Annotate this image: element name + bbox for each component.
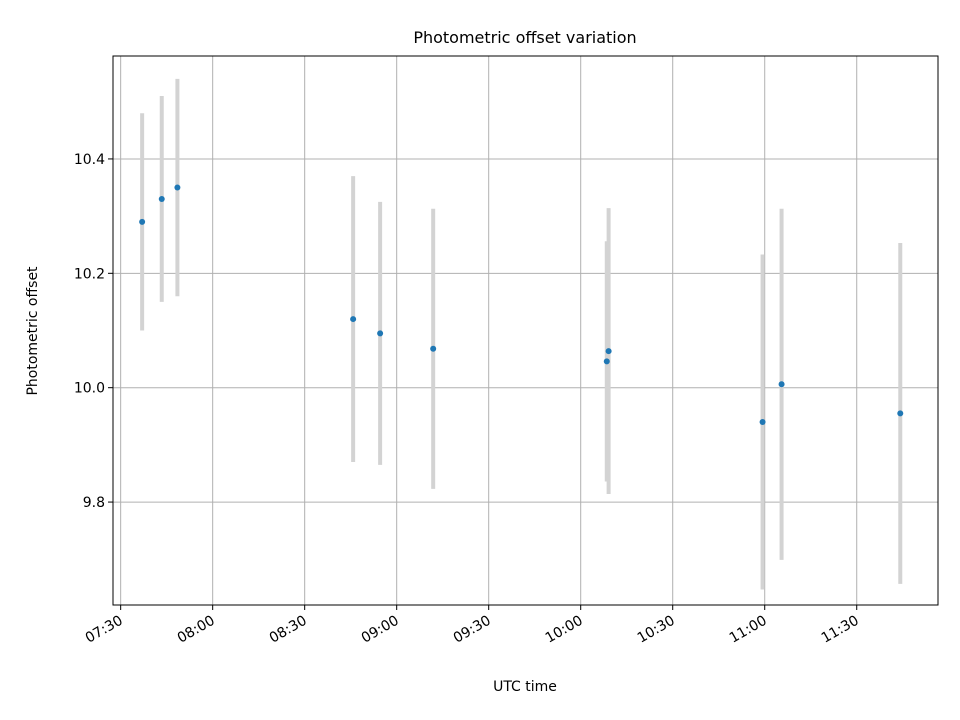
grid — [113, 56, 938, 605]
y-tick-label: 9.8 — [83, 495, 105, 511]
data-point — [158, 195, 165, 202]
data-point — [603, 358, 610, 365]
plot-area — [113, 56, 938, 605]
y-axis-label: Photometric offset — [25, 266, 41, 396]
data-points — [139, 184, 904, 425]
y-tick-label: 10.2 — [74, 266, 105, 282]
data-point — [897, 410, 904, 417]
data-point — [430, 345, 437, 352]
data-point — [759, 419, 766, 425]
plot-frame — [112, 55, 939, 606]
data-point — [174, 184, 181, 191]
data-point — [350, 316, 357, 323]
x-axis-label: UTC time — [493, 679, 557, 695]
chart-title: Photometric offset variation — [413, 28, 636, 47]
data-point — [605, 348, 612, 355]
data-point — [778, 381, 785, 388]
data-point — [139, 218, 146, 225]
y-axis-ticks: 9.8 10.0 10.2 10.4 — [74, 152, 113, 511]
data-point — [377, 330, 384, 337]
y-tick-label: 10.0 — [74, 381, 105, 397]
y-tick-label: 10.4 — [74, 152, 105, 168]
